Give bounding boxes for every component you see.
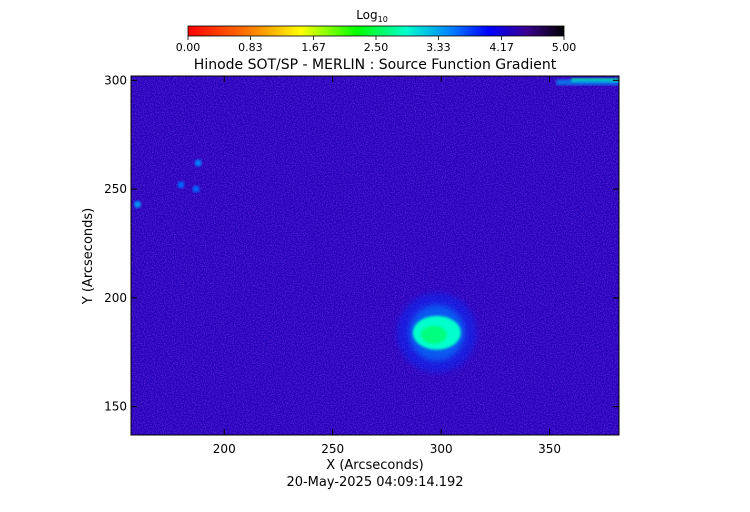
y-tick-label: 250 <box>104 182 127 196</box>
y-tick-label: 200 <box>104 291 127 305</box>
x-axis: 200 250 300 350 <box>213 76 561 456</box>
heatmap-features <box>134 78 619 373</box>
y-tick-label: 150 <box>104 400 127 414</box>
heatmap-noise-texture <box>131 76 619 435</box>
x-axis-label: X (Arcseconds) <box>326 458 423 473</box>
x-tick-label: 200 <box>213 442 236 456</box>
colorbar-title-base: Log <box>356 8 377 22</box>
plot-frame <box>130 75 620 436</box>
colorbar-title: Log10 <box>356 8 388 24</box>
y-axis: 150 200 250 300 <box>104 73 619 414</box>
bright-spot <box>192 185 200 193</box>
x-tick-label: 350 <box>538 442 561 456</box>
colorbar-tick-label: 2.50 <box>364 41 389 54</box>
colorbar-ticks: 0.00 0.83 1.67 2.50 3.33 4.17 5.00 <box>176 36 577 54</box>
x-tick-label: 250 <box>321 442 344 456</box>
x-tick-label: 300 <box>430 442 453 456</box>
colorbar-tick-label: 0.83 <box>238 41 263 54</box>
colorbar-tick-label: 0.00 <box>176 41 201 54</box>
colorbar-tick-label: 4.17 <box>489 41 514 54</box>
timestamp: 20-May-2025 04:09:14.192 <box>286 475 463 490</box>
colorbar-tick-label: 5.00 <box>552 41 577 54</box>
y-tick-label: 300 <box>104 73 127 87</box>
bright-region-center <box>420 325 447 344</box>
colorbar-title-sub: 10 <box>378 15 388 24</box>
colorbar-tick-label: 3.33 <box>426 41 451 54</box>
colorbar-tick-label: 1.67 <box>301 41 326 54</box>
edge-strip-glow <box>556 79 619 86</box>
bright-spot <box>194 159 202 167</box>
chart-title: Hinode SOT/SP - MERLIN : Source Function… <box>194 57 557 73</box>
colorbar: Log10 0.00 0.83 1.67 2.50 3.33 4.17 5.00 <box>176 8 577 54</box>
bright-spot <box>177 181 185 189</box>
y-axis-label: Y (Arcseconds) <box>81 208 96 305</box>
heatmap-image <box>131 76 619 435</box>
colorbar-gradient <box>187 25 565 37</box>
bright-spot <box>134 200 142 208</box>
